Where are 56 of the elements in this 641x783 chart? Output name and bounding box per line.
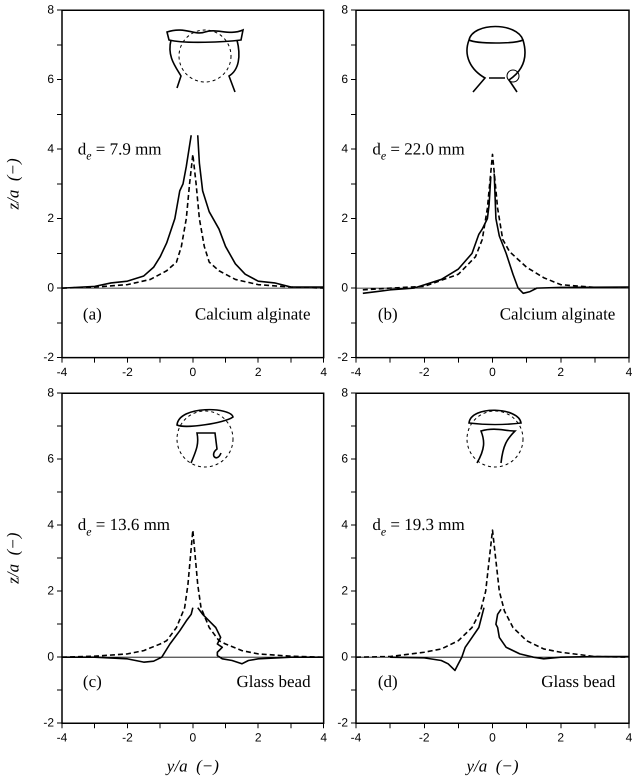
x-axis-title: y/a (−): [164, 756, 220, 776]
annotation: Calcium alginate: [500, 304, 616, 324]
y-tick-label: 4: [47, 141, 54, 156]
annotation: Glass bead: [236, 672, 312, 691]
x-tick-label: 2: [254, 365, 262, 380]
y-tick-label: -2: [337, 350, 348, 364]
x-tick-label: 0: [489, 365, 496, 380]
y-tick-label: 8: [47, 2, 54, 17]
x-tick-label: 4: [320, 730, 328, 745]
x-tick-label: -2: [122, 365, 134, 380]
annotation: (c): [82, 672, 102, 691]
y-tick-label: 6: [341, 72, 348, 86]
y-tick-label: 0: [341, 650, 348, 664]
x-tick-label: 4: [626, 365, 633, 380]
x-axis-title: y/a (−): [464, 756, 519, 776]
x-tick-label: 4: [320, 365, 328, 380]
y-tick-label: 2: [341, 584, 348, 598]
x-tick-label: -4: [350, 365, 362, 380]
y-tick-label: 8: [341, 386, 348, 400]
x-tick-label: 2: [254, 730, 262, 745]
x-tick-label: 0: [189, 730, 196, 745]
annotation: (a): [82, 304, 102, 324]
x-tick-label: -4: [56, 730, 68, 745]
y-tick-label: 0: [47, 280, 54, 294]
y-tick-label: 6: [341, 452, 348, 466]
y-tick-label: 4: [341, 518, 348, 532]
x-tick-label: 2: [557, 730, 564, 745]
x-tick-label: 0: [189, 365, 196, 380]
x-tick-label: -2: [418, 730, 430, 745]
annotation: Glass bead: [541, 672, 616, 691]
y-tick-label: -2: [337, 716, 348, 730]
y-tick-label: 4: [47, 518, 54, 532]
y-tick-label: 8: [47, 386, 54, 400]
annotation: (d): [378, 672, 398, 691]
y-tick-label: 0: [341, 280, 348, 294]
x-tick-label: -4: [350, 730, 362, 745]
x-tick-label: -4: [56, 365, 68, 380]
annotation: (b): [378, 304, 398, 324]
y-tick-label: 8: [341, 2, 348, 17]
y-axis-title: z/a (−): [4, 158, 23, 210]
y-tick-label: 2: [341, 210, 348, 225]
annotation: Calcium alginate: [194, 304, 311, 324]
x-tick-label: 4: [626, 730, 633, 745]
y-tick-label: 0: [47, 650, 54, 664]
y-tick-label: -2: [43, 350, 54, 364]
x-tick-label: -2: [122, 730, 134, 745]
y-tick-label: 2: [47, 584, 54, 598]
y-tick-label: 4: [341, 141, 348, 156]
y-tick-label: 2: [47, 210, 54, 225]
y-axis-title: z/a (−): [4, 532, 23, 585]
x-tick-label: 0: [489, 730, 496, 745]
y-tick-label: 6: [47, 72, 54, 86]
x-tick-label: -2: [418, 365, 430, 380]
y-tick-label: 6: [47, 452, 54, 466]
x-tick-label: 2: [557, 365, 564, 380]
y-tick-label: -2: [43, 716, 54, 730]
